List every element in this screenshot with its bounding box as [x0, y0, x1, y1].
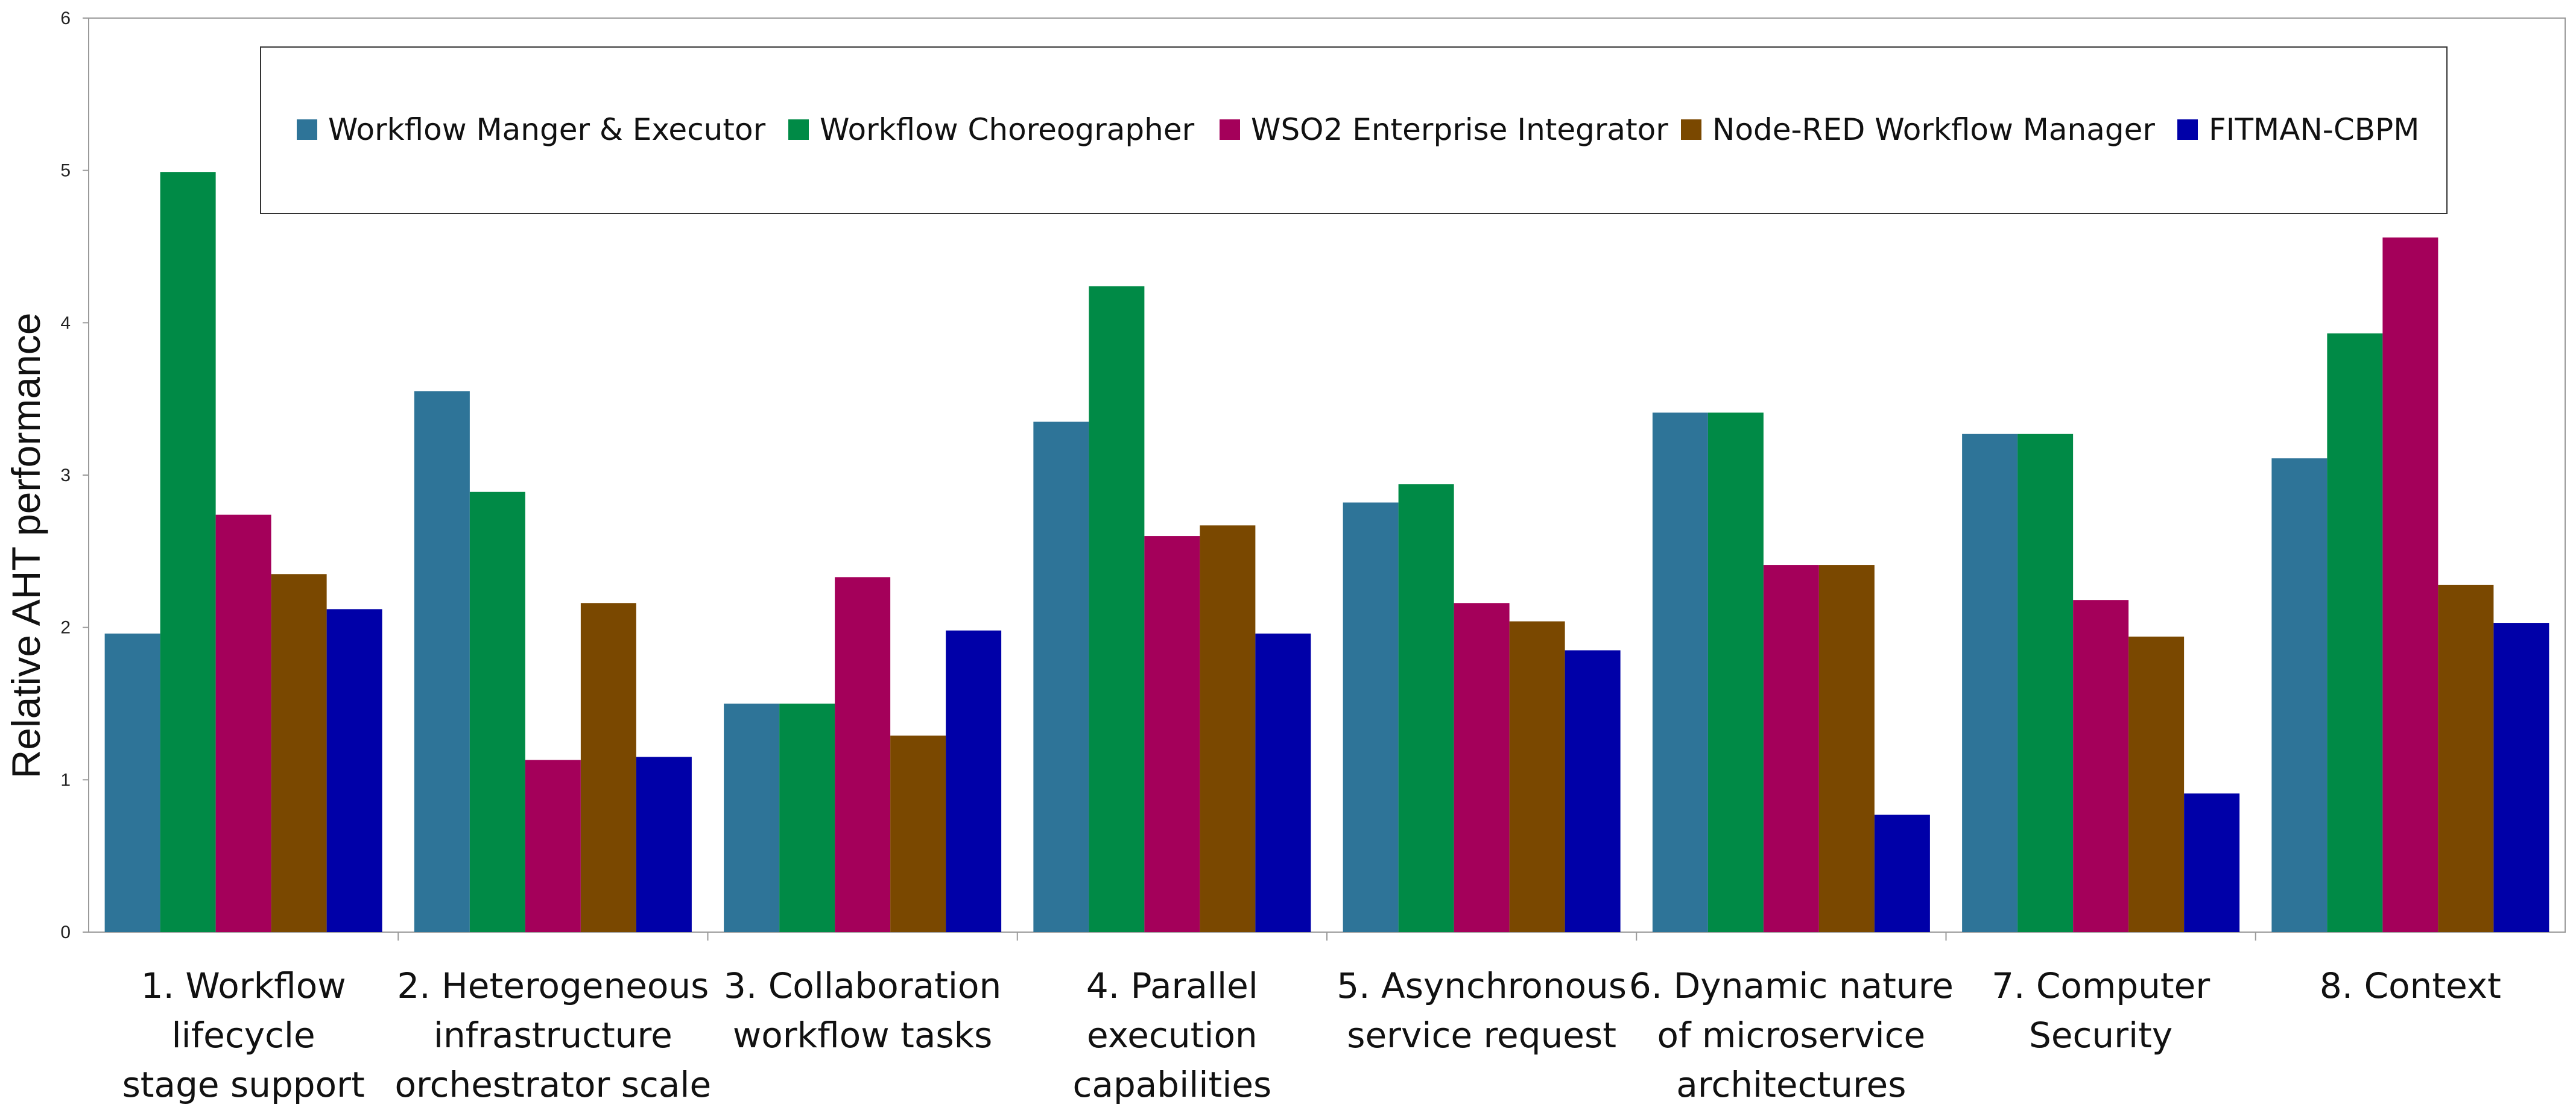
- y-tick-label: 3: [60, 465, 71, 485]
- x-category-label: 8. Context: [2320, 965, 2501, 1006]
- x-category-label: architectures: [1676, 1064, 1906, 1105]
- y-tick-label: 2: [60, 618, 71, 638]
- bar: [1707, 412, 1764, 932]
- legend: Workflow Manger & Executor Workflow Chore…: [260, 46, 2448, 214]
- bar: [1255, 633, 1311, 932]
- x-category-label: service request: [1347, 1015, 1616, 1056]
- legend-box: [260, 46, 2448, 214]
- bar: [1509, 621, 1565, 932]
- x-category-label: 5. Asynchronous: [1337, 965, 1627, 1006]
- bar: [1033, 421, 1089, 932]
- y-axis-label: Relative AHT performance: [4, 313, 48, 779]
- bar: [2184, 793, 2240, 932]
- bar: [580, 603, 636, 932]
- bar: [946, 630, 1002, 932]
- x-category-label: 3. Collaboration: [724, 965, 1001, 1006]
- category-labels: 1. Workflow lifecycle stage support 2. Hete…: [122, 965, 2501, 1105]
- bar: [2017, 433, 2074, 932]
- bar: [1763, 565, 1819, 932]
- x-category-label: infrastructure: [434, 1015, 672, 1056]
- x-category-label: lifecycle: [172, 1015, 315, 1056]
- bar: [215, 514, 271, 932]
- y-tick-label: 5: [60, 161, 71, 181]
- y-tick-label: 0: [60, 922, 71, 942]
- bar: [160, 172, 216, 932]
- y-tick-label: 6: [60, 8, 71, 28]
- bar: [2128, 636, 2185, 932]
- x-category-label: orchestrator scale: [395, 1064, 712, 1105]
- x-category-label: execution: [1087, 1015, 1258, 1056]
- y-tick-label: 4: [60, 313, 71, 333]
- x-category-label: workflow tasks: [733, 1015, 993, 1056]
- legend-entry: Workflow Manger & Executor: [328, 112, 766, 147]
- legend-swatch: [297, 119, 317, 140]
- bar: [1874, 815, 1930, 932]
- bar: [835, 577, 891, 932]
- legend-swatch: [2177, 119, 2198, 140]
- x-category-label: stage support: [122, 1064, 365, 1105]
- x-category-label: capabilities: [1073, 1064, 1272, 1105]
- x-category-label: 2. Heterogeneous: [397, 965, 709, 1006]
- bar: [636, 757, 692, 932]
- legend-swatch: [1220, 119, 1240, 140]
- bar: [779, 704, 835, 932]
- bar: [2271, 458, 2328, 932]
- legend-entry: Workflow Choreographer: [820, 112, 1195, 147]
- bar: [1454, 603, 1510, 932]
- x-category-label: of microservice: [1657, 1015, 1926, 1056]
- bar: [2493, 623, 2549, 932]
- x-category-label: 1. Workflow: [141, 965, 346, 1006]
- bar: [2382, 237, 2438, 933]
- x-category-label: Security: [2029, 1015, 2173, 1056]
- x-category-label: 4. Parallel: [1086, 965, 1258, 1006]
- legend-swatch: [788, 119, 809, 140]
- bar: [414, 391, 470, 932]
- bar: [1343, 502, 1399, 932]
- bar: [104, 633, 160, 932]
- legend-entry: Node-RED Workflow Manager: [1712, 112, 2155, 147]
- bar: [1089, 286, 1145, 932]
- bar: [890, 736, 946, 932]
- bar: [271, 574, 327, 932]
- legend-entry: WSO2 Enterprise Integrator: [1251, 112, 1668, 147]
- bar: [1200, 525, 1256, 932]
- bar: [2438, 584, 2494, 932]
- bar: [1652, 412, 1708, 932]
- bar: [326, 609, 382, 932]
- bar: [2327, 333, 2383, 932]
- bar: [1565, 650, 1621, 932]
- legend-swatch: [1681, 119, 1701, 140]
- bar: [1962, 433, 2018, 932]
- x-category-label: 7. Computer: [1992, 965, 2210, 1006]
- axes: 0 1 2 3 4 5 6: [60, 8, 2566, 942]
- bar: [724, 704, 780, 932]
- legend-entry: FITMAN-CBPM: [2209, 112, 2419, 147]
- x-category-label: 6. Dynamic nature: [1629, 965, 1954, 1006]
- bars: [104, 172, 2549, 933]
- bar: [525, 760, 581, 932]
- bar: [1144, 536, 1200, 932]
- bar: [469, 491, 525, 932]
- bar: [1398, 484, 1454, 932]
- bar: [2073, 600, 2129, 932]
- bar: [1818, 565, 1875, 932]
- y-tick-label: 1: [60, 770, 71, 790]
